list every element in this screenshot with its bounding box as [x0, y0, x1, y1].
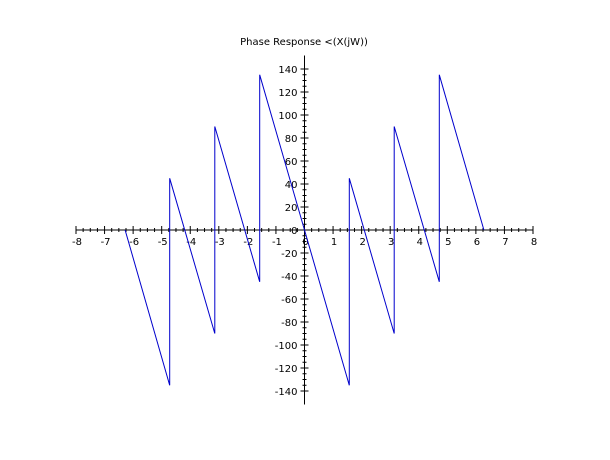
y-tick-label: -120	[275, 364, 298, 375]
x-tick-label: 4	[417, 237, 423, 248]
x-tick-label: 0	[302, 237, 308, 248]
x-tick-label: 3	[388, 237, 394, 248]
y-tick-label: 100	[278, 111, 297, 122]
y-tick-label: -60	[281, 295, 297, 306]
y-tick-label: -100	[275, 341, 298, 352]
x-tick-label: -8	[72, 237, 82, 248]
x-tick-label: -7	[101, 237, 111, 248]
x-tick-label: -3	[215, 237, 225, 248]
x-tick-label: 8	[531, 237, 537, 248]
y-tick-label: -40	[281, 272, 297, 283]
x-tick-label: -4	[186, 237, 196, 248]
y-tick-label: -140	[275, 387, 298, 398]
x-tick-label: 1	[331, 237, 337, 248]
chart-title: Phase Response <(X(jW))	[240, 37, 368, 48]
y-tick-label: 0	[291, 226, 297, 237]
y-tick-label: 40	[285, 180, 298, 191]
x-tick-label: 5	[445, 237, 451, 248]
y-tick-label: 80	[285, 134, 298, 145]
x-tick-label: 7	[502, 237, 508, 248]
y-tick-label: 120	[278, 88, 297, 99]
series	[124, 74, 485, 386]
phase-series-line	[124, 74, 485, 386]
x-tick-label: 6	[474, 237, 480, 248]
x-tick-label: -6	[129, 237, 139, 248]
x-tick-label: -5	[158, 237, 168, 248]
ticks	[75, 68, 534, 392]
y-tick-label: -80	[281, 318, 297, 329]
y-tick-label: 140	[278, 65, 297, 76]
y-tick-label: 20	[285, 203, 298, 214]
x-tick-label: 2	[359, 237, 365, 248]
y-tick-label: -20	[281, 249, 297, 260]
y-tick-label: 60	[285, 157, 298, 168]
x-tick-label: -1	[272, 237, 282, 248]
tick-labels: -8 -7 -6 -5 -4 -3 -2 -1 0 1 2 3 4 5 6 7 8-140-120-100-80…	[72, 65, 537, 398]
